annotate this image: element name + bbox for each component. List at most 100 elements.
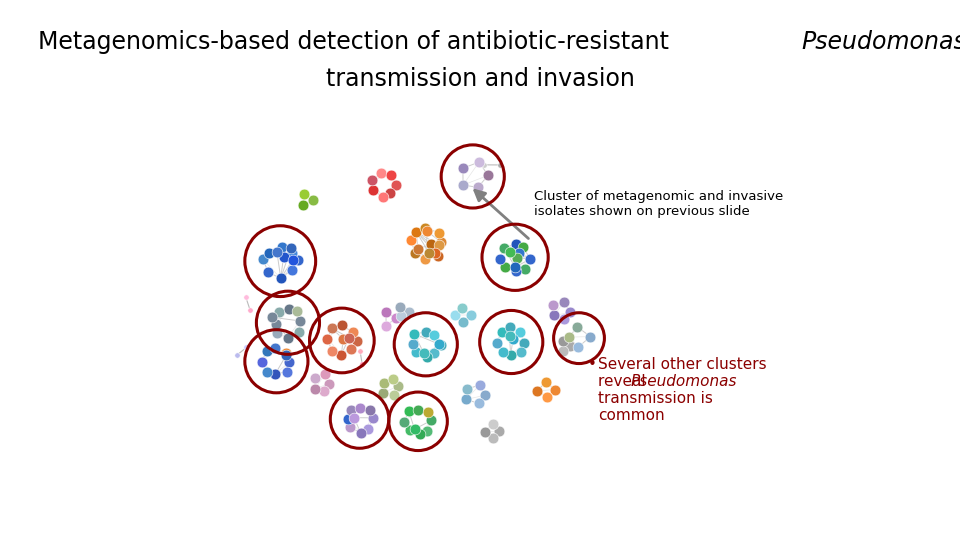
Point (454, 303, 469, 312)
Point (547, 385, 563, 394)
Point (410, 244, 425, 253)
Point (271, 308, 286, 316)
Point (345, 328, 360, 336)
Point (382, 188, 397, 197)
Point (342, 422, 357, 431)
Point (430, 252, 445, 260)
Point (401, 307, 417, 316)
Point (496, 243, 512, 252)
Point (259, 347, 275, 355)
Point (297, 190, 312, 198)
Point (354, 360, 370, 368)
Point (289, 307, 304, 315)
Point (434, 238, 449, 247)
Point (455, 164, 470, 173)
Point (318, 370, 333, 379)
Point (502, 322, 517, 331)
Point (497, 263, 513, 272)
Point (431, 340, 446, 348)
Point (336, 335, 351, 343)
Point (384, 171, 399, 179)
Point (307, 373, 323, 382)
Point (419, 328, 434, 336)
Point (305, 195, 321, 204)
Point (265, 313, 280, 322)
Point (261, 268, 276, 276)
Point (344, 406, 359, 414)
Point (378, 308, 394, 316)
Point (402, 426, 418, 435)
Point (421, 249, 437, 258)
Point (417, 349, 432, 357)
Point (406, 329, 421, 338)
Point (418, 254, 433, 263)
Point (278, 351, 294, 360)
Point (570, 343, 586, 352)
Text: transmission and invasion: transmission and invasion (325, 68, 635, 91)
Point (269, 329, 284, 338)
Point (492, 255, 508, 264)
Point (514, 348, 529, 357)
Point (459, 385, 474, 394)
Point (284, 248, 300, 257)
Point (366, 185, 381, 194)
Point (407, 248, 422, 257)
Text: reveal: reveal (598, 374, 651, 389)
Point (276, 252, 291, 261)
Point (239, 343, 254, 352)
Point (324, 324, 340, 333)
Point (538, 378, 553, 387)
Point (268, 344, 283, 353)
Point (396, 417, 412, 426)
Point (279, 367, 295, 376)
Point (561, 333, 576, 341)
Point (285, 256, 300, 265)
Point (281, 305, 297, 314)
Point (389, 181, 404, 190)
Point (375, 388, 391, 397)
Point (283, 244, 299, 252)
Point (509, 240, 524, 249)
Point (427, 248, 443, 257)
Point (410, 406, 425, 414)
Point (476, 160, 492, 169)
Point (480, 171, 495, 180)
Point (273, 274, 288, 282)
Point (412, 430, 427, 439)
Text: Pseudomonas: Pseudomonas (802, 30, 960, 53)
Point (547, 311, 563, 320)
Point (378, 321, 394, 330)
Point (347, 413, 362, 422)
Point (292, 328, 307, 336)
Text: Cluster of metagenomic and invasive
isolates shown on previous slide: Cluster of metagenomic and invasive isol… (535, 190, 783, 218)
Point (334, 350, 349, 359)
Point (242, 305, 257, 314)
Point (407, 425, 422, 434)
Point (447, 310, 463, 319)
Point (472, 381, 488, 389)
Point (505, 334, 520, 343)
Point (385, 374, 400, 383)
Point (512, 248, 527, 257)
Point (307, 384, 323, 393)
Point (423, 240, 439, 248)
Point (470, 183, 486, 192)
Point (254, 357, 270, 366)
Point (522, 254, 538, 263)
Point (268, 370, 283, 379)
Point (477, 391, 492, 400)
Point (420, 353, 435, 361)
Point (495, 347, 511, 356)
Point (464, 310, 479, 319)
Point (509, 254, 524, 262)
Point (259, 368, 275, 376)
Point (362, 406, 377, 414)
Point (530, 387, 545, 395)
Point (431, 240, 446, 249)
Point (420, 227, 435, 236)
Point (427, 348, 443, 357)
Point (492, 160, 508, 169)
Point (389, 314, 404, 322)
Point (420, 427, 435, 435)
Point (403, 236, 419, 245)
